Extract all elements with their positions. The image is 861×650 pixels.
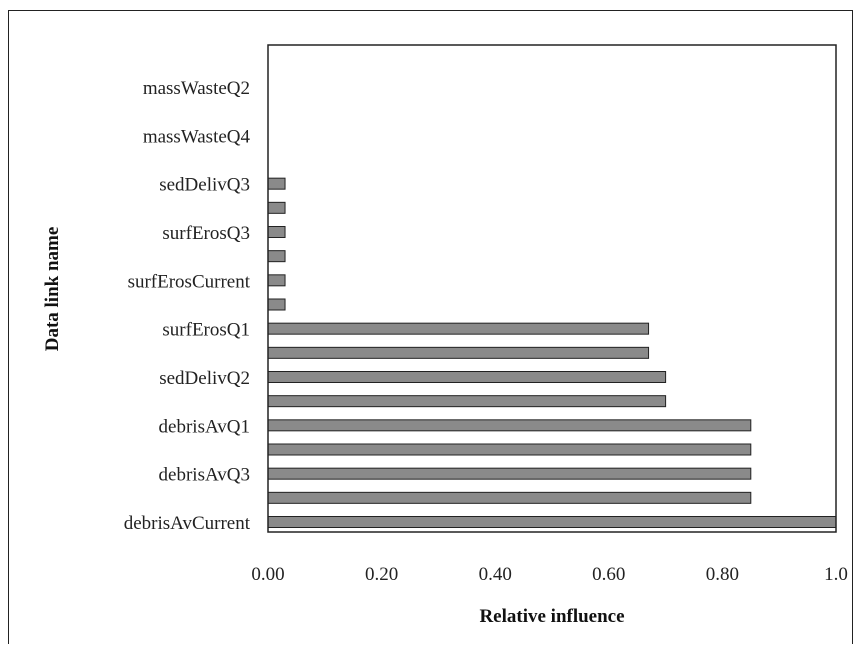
- x-axis-ticks: 0.00 0.20 0.40 0.60 0.80 1.0: [251, 564, 848, 585]
- bar: [267, 177, 286, 190]
- bar: [267, 274, 286, 287]
- x-tick-label: 0.20: [365, 564, 398, 585]
- category-label: debrisAvCurrent: [124, 513, 251, 534]
- bar: [267, 395, 667, 408]
- bar: [267, 491, 752, 504]
- category-label: massWasteQ4: [143, 126, 251, 147]
- bar: [267, 516, 837, 528]
- x-tick-label: 1.0: [824, 564, 848, 585]
- category-label: surfErosQ1: [162, 320, 250, 341]
- x-tick-label: 0.40: [479, 564, 512, 585]
- y-axis-title: Data link name: [42, 227, 63, 352]
- category-labels: debrisAvCurrent debrisAvQ3 debrisAvQ1 sedDe…: [124, 78, 251, 534]
- category-label: debrisAvQ3: [159, 465, 250, 486]
- x-tick-label: 0.60: [592, 564, 625, 585]
- bars-group: [267, 177, 837, 528]
- bar: [267, 226, 286, 238]
- category-label: debrisAvQ1: [159, 416, 250, 437]
- bar: [267, 346, 650, 359]
- bar: [267, 419, 752, 432]
- x-tick-label: 0.80: [706, 564, 739, 585]
- category-label: surfErosCurrent: [128, 271, 251, 292]
- x-axis-title: Relative influence: [479, 606, 624, 627]
- bar: [267, 467, 752, 480]
- bar: [267, 201, 286, 214]
- category-label: sedDelivQ3: [159, 175, 250, 196]
- x-tick-label: 0.00: [251, 564, 284, 585]
- category-label: surfErosQ3: [162, 223, 250, 244]
- figure-frame: [8, 10, 853, 644]
- category-label: massWasteQ2: [143, 78, 250, 99]
- bar: [267, 250, 286, 263]
- bar: [267, 443, 752, 456]
- category-label: sedDelivQ2: [159, 368, 250, 389]
- plot-area: [267, 44, 837, 533]
- bar: [267, 371, 667, 383]
- bar: [267, 322, 650, 335]
- bar: [267, 298, 286, 311]
